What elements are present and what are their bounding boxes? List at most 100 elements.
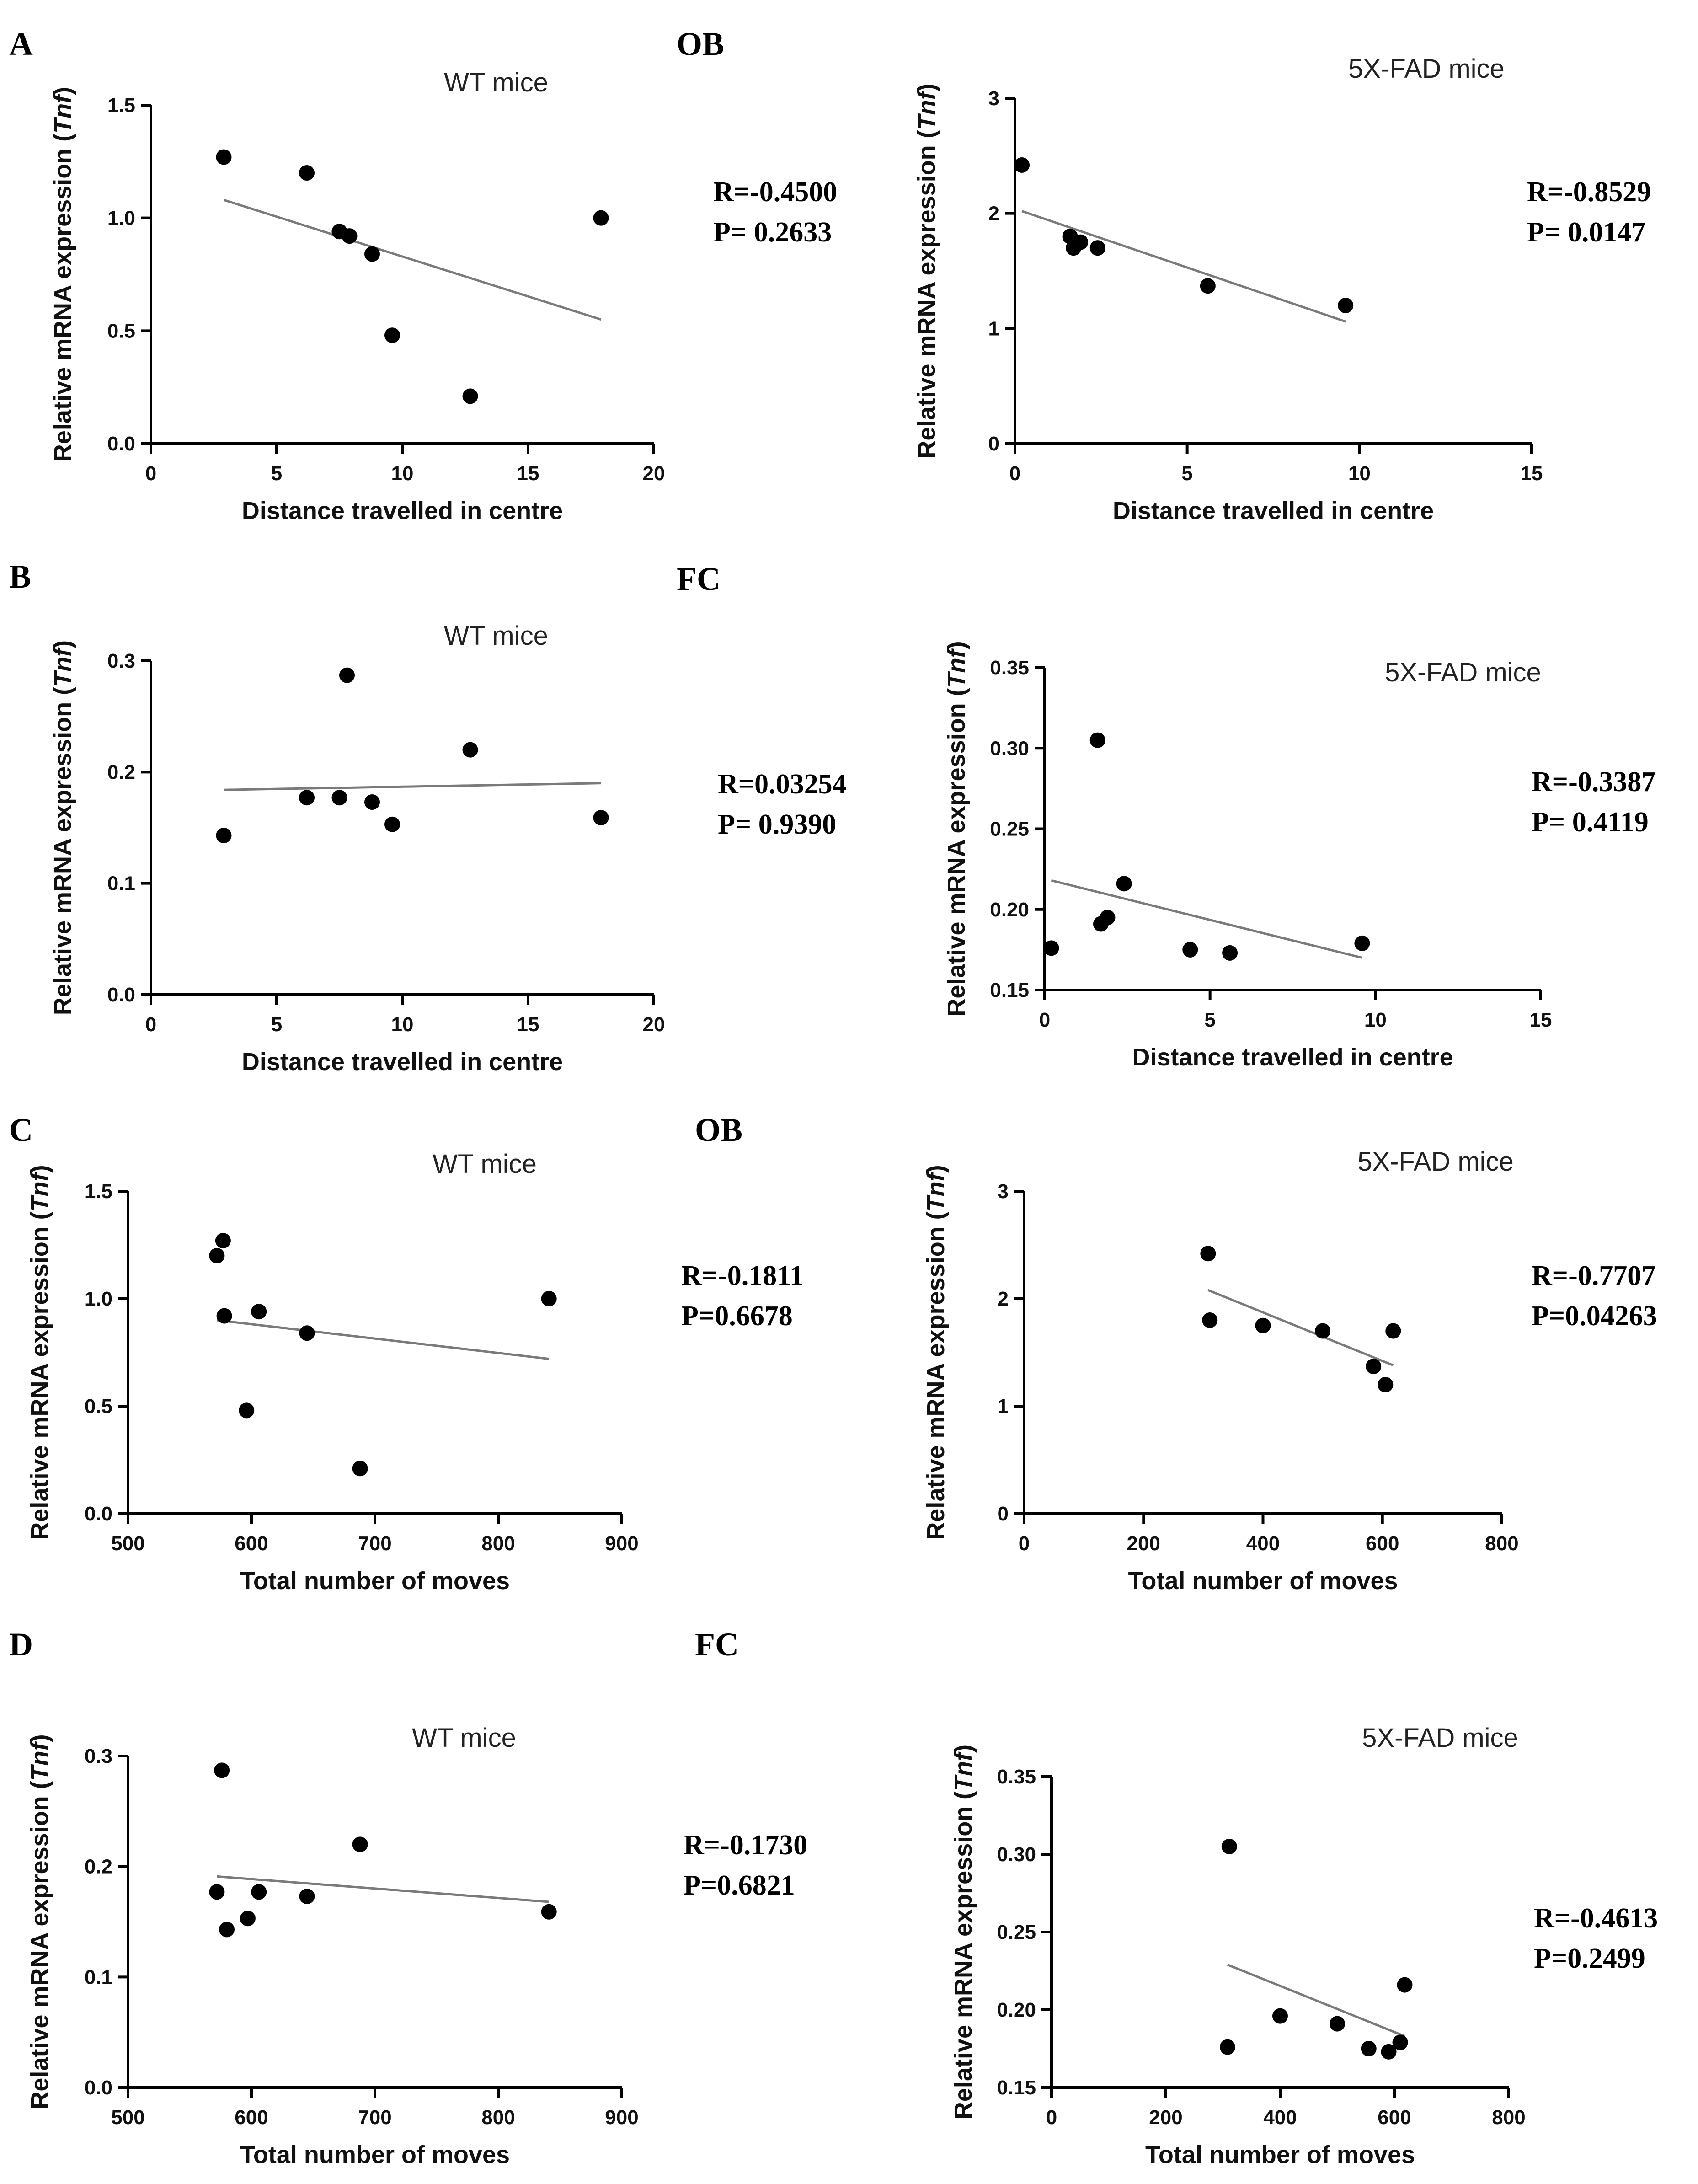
x-tick-label: 20	[643, 1013, 665, 1036]
y-tick-label: 0.30	[990, 737, 1029, 760]
x-tick-label: 10	[1348, 462, 1371, 485]
data-point	[219, 1922, 235, 1938]
x-tick-label: 800	[1492, 2106, 1525, 2129]
correlation-p: P=0.2499	[1534, 1943, 1645, 1974]
x-tick-label: 500	[111, 1532, 144, 1555]
region-label: FC	[695, 1626, 739, 1663]
data-point	[239, 1402, 255, 1419]
correlation-r: R=-0.1730	[683, 1830, 807, 1861]
region-label: OB	[695, 1112, 742, 1148]
y-tick-label: 0.15	[997, 2077, 1036, 2099]
data-point	[364, 794, 380, 810]
data-point	[462, 388, 478, 404]
data-point	[1397, 1977, 1413, 1993]
chart-title: 5X-FAD mice	[1385, 658, 1541, 687]
data-point	[1200, 278, 1216, 294]
scatter-chart-C-wt: C 500 600 700 800 900 0.0 0.5 1.0 1.5 Total number…	[9, 1112, 804, 1595]
x-tick-label: 600	[235, 2106, 268, 2129]
panel-letter: A	[9, 26, 33, 62]
x-tick-label: 0	[145, 462, 156, 485]
y-tick-label: 0.0	[85, 2077, 112, 2099]
scatter-chart-C-fad: 0 200 400 600 800 0 1 2 3 Total number of moves Re…	[922, 1147, 1657, 1595]
correlation-r: R=-0.1811	[681, 1260, 804, 1291]
chart-title: WT mice	[412, 1723, 516, 1753]
y-tick-label: 0.30	[997, 1843, 1036, 1866]
regression-line	[223, 198, 602, 321]
data-point	[299, 165, 315, 181]
data-point	[541, 1904, 557, 1920]
data-point	[352, 1461, 368, 1477]
y-tick-label: 1.5	[85, 1180, 112, 1203]
y-tick-label: 0.25	[990, 818, 1029, 840]
data-point	[216, 828, 232, 844]
x-tick-label: 10	[391, 1013, 414, 1036]
data-point	[1221, 1839, 1237, 1854]
x-tick-label: 800	[481, 1532, 515, 1555]
data-point	[240, 1911, 256, 1927]
x-axis-title: Distance travelled in centre	[1132, 1044, 1453, 1071]
data-point	[209, 1248, 225, 1263]
panel-letter: C	[9, 1112, 33, 1148]
x-tick-label: 200	[1127, 1532, 1160, 1555]
x-tick-label: 0	[1039, 1009, 1050, 1031]
correlation-p: P= 0.9390	[718, 809, 836, 840]
x-axis-title: Total number of moves	[1145, 2141, 1415, 2168]
data-point	[214, 1762, 230, 1778]
regression-line	[1021, 210, 1346, 323]
chart-title: 5X-FAD mice	[1348, 54, 1505, 84]
x-tick-label: 5	[1204, 1009, 1215, 1031]
data-point	[1381, 2044, 1397, 2060]
scatter-chart-B-fad: 0 5 10 15 0.15 0.20 0.25 0.30 0.35 Distance trave…	[943, 641, 1655, 1071]
x-tick-label: 400	[1246, 1532, 1280, 1555]
data-point	[1200, 1246, 1216, 1262]
panel-letter: B	[9, 558, 31, 595]
y-tick-label: 0.0	[107, 984, 135, 1006]
y-tick-label: 0	[988, 433, 999, 455]
data-point	[352, 1836, 368, 1852]
x-tick-label: 700	[358, 1532, 391, 1555]
y-tick-label: 3	[988, 87, 999, 110]
scatter-chart-B-wt: B 0 5 10 15 20 0.0 0.1 0.2 0.3 Distance travelled …	[9, 558, 847, 1076]
x-tick-label: 10	[1364, 1009, 1387, 1031]
y-tick-label: 1	[988, 317, 999, 340]
data-point	[364, 246, 380, 262]
data-point	[1354, 935, 1370, 951]
data-point	[1330, 2016, 1345, 2032]
x-tick-label: 5	[271, 462, 282, 485]
data-point	[1385, 1323, 1401, 1339]
data-point	[209, 1884, 225, 1900]
data-point	[1116, 876, 1132, 892]
region-label: OB	[677, 26, 724, 62]
data-point	[593, 210, 609, 226]
y-tick-label: 0.2	[85, 1856, 112, 1878]
x-tick-label: 800	[481, 2106, 515, 2129]
x-axis-title: Distance travelled in centre	[242, 1048, 563, 1076]
correlation-r: R=-0.3387	[1532, 766, 1655, 798]
y-axis-title: Relative mRNA expression (Tnf)	[950, 1745, 977, 2120]
y-tick-label: 0	[998, 1503, 1009, 1525]
x-tick-label: 600	[1366, 1532, 1399, 1555]
y-tick-label: 0.1	[85, 1966, 112, 1988]
regression-line	[217, 1875, 549, 1903]
chart-title: WT mice	[444, 68, 548, 97]
data-point	[331, 790, 347, 806]
data-point	[1043, 940, 1059, 956]
x-tick-label: 600	[1378, 2106, 1411, 2129]
correlation-p: P=0.6678	[681, 1301, 793, 1332]
data-point	[216, 149, 232, 165]
x-tick-label: 10	[391, 462, 414, 485]
data-point	[1315, 1323, 1331, 1339]
y-tick-label: 0.35	[997, 1766, 1036, 1788]
y-axis-title: Relative mRNA expression (Tnf)	[26, 1734, 53, 2109]
y-tick-label: 0.25	[997, 1921, 1036, 1943]
x-tick-label: 900	[605, 1532, 638, 1555]
scatter-chart-D-fad: 0 200 400 600 800 0.15 0.20 0.25 0.30 0.35 Total n…	[950, 1723, 1658, 2168]
x-tick-label: 900	[605, 2106, 638, 2129]
y-tick-label: 1.5	[107, 94, 135, 117]
x-tick-label: 15	[517, 1013, 539, 1036]
correlation-p: P= 0.0147	[1527, 217, 1645, 248]
data-point	[541, 1291, 557, 1306]
correlation-r: R=0.03254	[718, 769, 847, 800]
correlation-p: P= 0.4119	[1532, 807, 1649, 838]
data-point	[1338, 298, 1354, 313]
